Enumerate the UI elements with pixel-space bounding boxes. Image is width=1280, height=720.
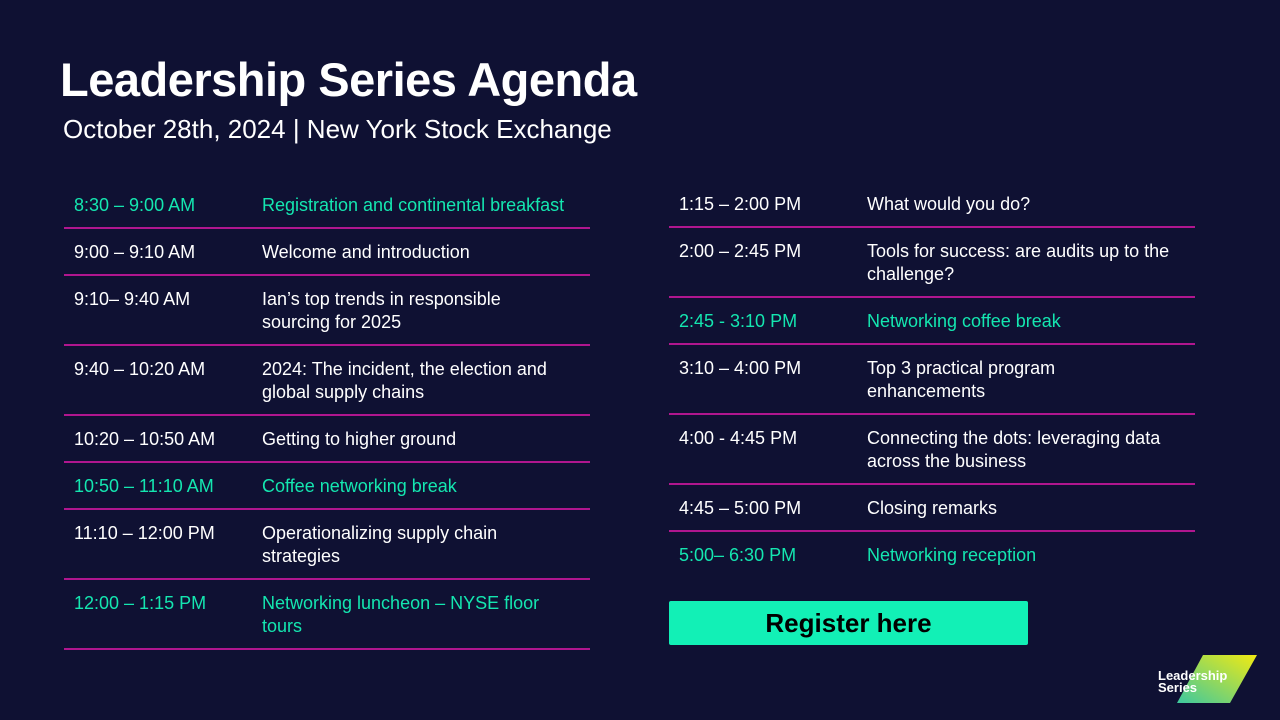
agenda-left-column: 8:30 – 9:00 AM Registration and continent… — [64, 182, 590, 650]
agenda-time: 12:00 – 1:15 PM — [74, 593, 207, 613]
agenda-session-title: Getting to higher ground — [262, 429, 457, 449]
agenda-row: 1:15 – 2:00 PM What would you do? — [669, 181, 1195, 228]
agenda-time: 9:40 – 10:20 AM — [74, 359, 206, 379]
agenda-row: 9:10– 9:40 AM Ian’s top trends in respons… — [64, 276, 590, 346]
agenda-row: 11:10 – 12:00 PM Operationalizing supply … — [64, 510, 590, 580]
agenda-session-title: Coffee networking break — [262, 476, 457, 496]
agenda-session-title: What would you do? — [867, 194, 1031, 214]
register-button[interactable]: Register here — [669, 601, 1028, 645]
agenda-time: 9:00 – 9:10 AM — [74, 242, 196, 262]
agenda-session-title: Top 3 practical program enhancements — [867, 358, 1056, 401]
page-subtitle: October 28th, 2024 | New York Stock Exch… — [63, 114, 612, 144]
agenda-session-title: Networking luncheon – NYSE floor tours — [262, 593, 540, 636]
agenda-session-title: Welcome and introduction — [262, 242, 470, 262]
page-title: Leadership Series Agenda — [60, 53, 637, 106]
agenda-time: 3:10 – 4:00 PM — [679, 358, 802, 378]
agenda-session-title: Tools for success: are audits up to the … — [867, 241, 1170, 284]
agenda-row: 10:20 – 10:50 AM Getting to higher ground — [64, 416, 590, 463]
agenda-row: 2:45 - 3:10 PM Networking coffee break — [669, 298, 1195, 345]
agenda-session-title: Closing remarks — [867, 498, 998, 518]
svg-text:Series: Series — [1158, 680, 1197, 695]
agenda-row: 12:00 – 1:15 PM Networking luncheon – NYS… — [64, 580, 590, 650]
agenda-time: 10:50 – 11:10 AM — [74, 476, 214, 496]
agenda-row: 5:00– 6:30 PM Networking reception — [669, 532, 1195, 577]
agenda-right-column: 1:15 – 2:00 PM What would you do? 2:00 – 2… — [669, 181, 1195, 577]
agenda-session-title: Ian’s top trends in responsible sourcing… — [262, 289, 501, 332]
agenda-row: 2:00 – 2:45 PM Tools for success: are aud… — [669, 228, 1195, 298]
agenda-session-title: 2024: The incident, the election and glo… — [262, 359, 547, 402]
agenda-session-title: Connecting the dots: leveraging data acr… — [867, 428, 1161, 471]
agenda-time: 11:10 – 12:00 PM — [74, 523, 215, 543]
agenda-row: 9:00 – 9:10 AM Welcome and introduction — [64, 229, 590, 276]
agenda-time: 10:20 – 10:50 AM — [74, 429, 216, 449]
agenda-session-title: Networking reception — [867, 545, 1037, 565]
svg-text:Leadership: Leadership — [1158, 668, 1227, 683]
agenda-time: 8:30 – 9:00 AM — [74, 195, 196, 215]
agenda-time: 4:00 - 4:45 PM — [679, 428, 798, 448]
agenda-time: 1:15 – 2:00 PM — [679, 194, 802, 214]
agenda-row: 9:40 – 10:20 AM 2024: The incident, the e… — [64, 346, 590, 416]
agenda-row: 4:45 – 5:00 PM Closing remarks — [669, 485, 1195, 532]
agenda-session-title: Operationalizing supply chain strategies — [262, 523, 498, 566]
agenda-row: 3:10 – 4:00 PM Top 3 practical program en… — [669, 345, 1195, 415]
agenda-row: 10:50 – 11:10 AM Coffee networking break — [64, 463, 590, 510]
agenda-time: 9:10– 9:40 AM — [74, 289, 191, 309]
leadership-series-logo: Leadership Series — [1158, 655, 1257, 703]
agenda-row: 8:30 – 9:00 AM Registration and continent… — [64, 182, 590, 229]
agenda-time: 2:00 – 2:45 PM — [679, 241, 802, 261]
agenda-time: 4:45 – 5:00 PM — [679, 498, 802, 518]
agenda-row: 4:00 - 4:45 PM Connecting the dots: lever… — [669, 415, 1195, 485]
agenda-time: 5:00– 6:30 PM — [679, 545, 797, 565]
agenda-session-title: Registration and continental breakfast — [262, 195, 565, 215]
agenda-session-title: Networking coffee break — [867, 311, 1061, 331]
agenda-time: 2:45 - 3:10 PM — [679, 311, 798, 331]
